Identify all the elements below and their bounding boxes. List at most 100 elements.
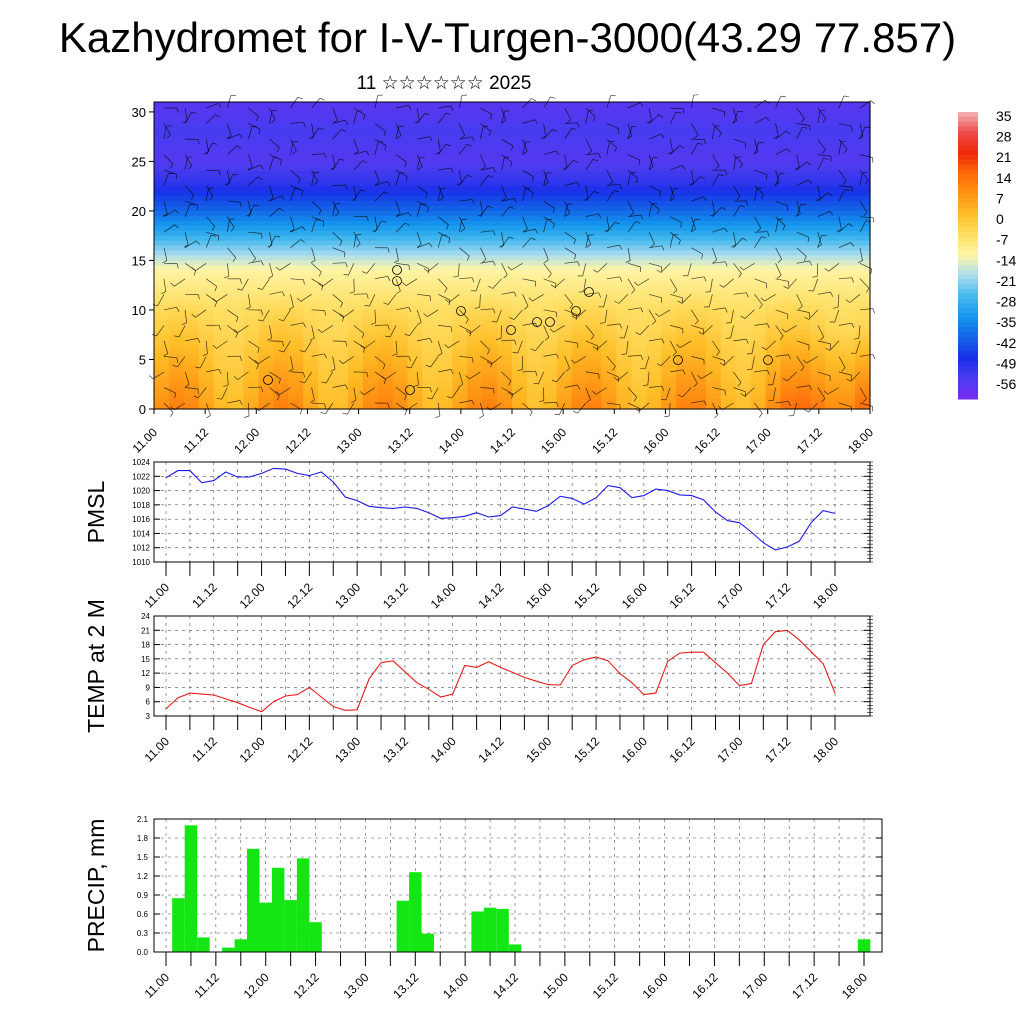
heatmap-cell xyxy=(631,255,647,262)
wind-barb-flag xyxy=(190,195,195,200)
heatmap-cell xyxy=(347,295,364,301)
heatmap-cell xyxy=(183,314,200,321)
heatmap-cell xyxy=(198,171,215,177)
heatmap-cell xyxy=(691,225,707,232)
heatmap-cell xyxy=(168,250,185,257)
wind-barb xyxy=(796,123,810,126)
heatmap-cell xyxy=(407,171,424,177)
heatmap-cell xyxy=(318,319,334,326)
heatmap-cell xyxy=(616,116,632,123)
heatmap-cell xyxy=(258,215,274,222)
wind-barb xyxy=(712,207,722,217)
wind-barb xyxy=(534,340,544,352)
heatmap-cell xyxy=(467,404,483,410)
heatmap-cell xyxy=(526,225,543,232)
heatmap-cell xyxy=(154,305,170,311)
wind-barb-flag xyxy=(740,315,746,319)
heatmap-cell xyxy=(541,379,558,385)
colorbar-segment xyxy=(958,121,978,127)
heatmap-cell xyxy=(512,146,528,153)
heatmap-cell xyxy=(765,106,782,113)
calm-wind-circle xyxy=(763,355,773,365)
heatmap-cell xyxy=(676,191,692,197)
wind-barb-flag xyxy=(324,353,327,359)
heatmap-cell xyxy=(840,235,856,242)
heatmap-cell xyxy=(556,141,573,148)
wind-barb xyxy=(691,247,703,255)
wind-barb-flag xyxy=(698,331,704,335)
wind-barb-flag xyxy=(197,294,200,300)
heatmap-cell xyxy=(691,205,707,212)
wind-barb-flag xyxy=(508,236,514,239)
heatmap-cell xyxy=(750,116,767,123)
wind-barb-flag xyxy=(496,338,502,340)
heatmap-cell xyxy=(840,344,856,351)
heatmap-cell xyxy=(556,201,573,207)
heatmap-cell xyxy=(154,319,170,326)
colorbar-segment xyxy=(958,384,978,390)
heatmap-cell xyxy=(243,156,260,163)
heatmap-cell xyxy=(646,166,662,172)
wind-barb xyxy=(775,278,789,282)
wind-barb xyxy=(437,340,443,354)
wind-barb xyxy=(451,387,460,399)
wind-barb xyxy=(427,309,439,318)
heatmap-cell xyxy=(795,201,811,207)
wind-barb xyxy=(690,371,698,384)
wind-barb-flag xyxy=(742,237,747,241)
heatmap-cell xyxy=(705,399,722,405)
heatmap-cell xyxy=(676,111,692,118)
heatmap-cell xyxy=(437,404,453,410)
wind-barb-flag xyxy=(555,150,559,156)
heatmap-cell xyxy=(705,116,722,123)
heatmap-cell xyxy=(780,265,797,271)
wind-barb xyxy=(353,138,359,152)
heatmap-cell xyxy=(452,334,468,341)
heatmap-cell xyxy=(168,334,185,341)
y-tick-label: 5 xyxy=(139,352,146,367)
heatmap-cell xyxy=(556,250,573,257)
heatmap-cell xyxy=(735,295,752,301)
heatmap-cell xyxy=(646,215,662,222)
x-tick-label: 16.12 xyxy=(667,734,698,765)
heatmap-cell xyxy=(631,151,647,158)
heatmap-cell xyxy=(154,215,170,222)
heatmap-cell xyxy=(705,379,722,385)
heatmap-cell xyxy=(392,136,409,143)
heatmap-cell xyxy=(541,344,558,351)
colorbar-segment xyxy=(958,332,978,338)
x-tick-label: 16.00 xyxy=(640,970,671,1001)
wind-barb xyxy=(475,278,481,292)
x-tick-label: 12.12 xyxy=(284,734,315,765)
heatmap-cell xyxy=(362,379,379,385)
heatmap-cell xyxy=(288,111,304,118)
wind-barb xyxy=(216,294,228,302)
wind-barb-flag xyxy=(183,244,189,248)
wind-barb-flag xyxy=(176,263,179,269)
heatmap-cell xyxy=(362,275,379,281)
wind-barb xyxy=(648,232,655,245)
heatmap-cell xyxy=(482,349,498,356)
heatmap-cell xyxy=(601,384,618,390)
heatmap-cell xyxy=(333,265,349,271)
wind-barb xyxy=(838,138,848,150)
heatmap-cell xyxy=(616,399,632,405)
heatmap-cell xyxy=(810,379,826,385)
heatmap-cell xyxy=(258,334,274,341)
heatmap-cell xyxy=(467,106,483,113)
heatmap-cell xyxy=(601,186,618,192)
heatmap-cell xyxy=(168,344,185,351)
heatmap-cell xyxy=(676,394,692,400)
heatmap-cell xyxy=(526,374,543,380)
heatmap-cell xyxy=(497,151,513,158)
heatmap-cell xyxy=(377,319,394,326)
heatmap-cell xyxy=(407,156,424,163)
heatmap-cell xyxy=(198,191,215,197)
heatmap-cell xyxy=(467,309,483,316)
heatmap-cell xyxy=(750,201,767,207)
wind-barb xyxy=(269,291,283,295)
wind-barb xyxy=(332,154,336,168)
wind-barb xyxy=(226,371,229,385)
heatmap-cell xyxy=(735,205,752,212)
heatmap-cell xyxy=(168,379,185,385)
